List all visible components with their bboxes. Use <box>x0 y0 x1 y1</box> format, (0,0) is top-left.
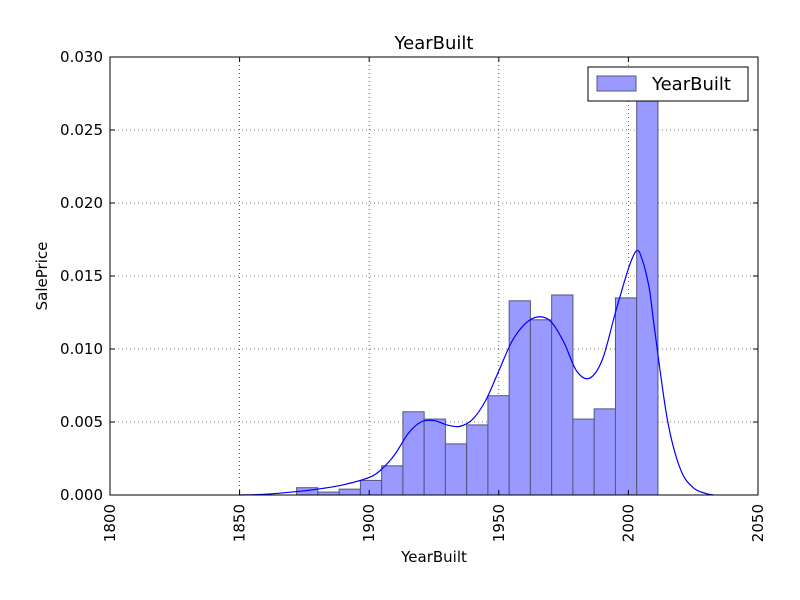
histogram-bar <box>529 319 553 496</box>
chart-title: YearBuilt <box>394 33 474 54</box>
histogram-bar <box>466 424 489 496</box>
histogram-bar <box>359 479 383 496</box>
x-tick-label: 1800 <box>101 504 119 542</box>
x-axis-label: YearBuilt <box>400 548 467 566</box>
x-tick-label: 2050 <box>749 504 767 542</box>
histogram-bar <box>381 465 404 496</box>
histogram-bar <box>572 418 595 496</box>
legend: YearBuilt <box>587 66 749 102</box>
histogram-bar <box>338 488 361 496</box>
x-tick-label: 1900 <box>360 504 378 542</box>
y-tick-label: 0.025 <box>60 121 103 139</box>
kde-curve <box>239 249 715 496</box>
y-tick-label: 0.015 <box>60 267 103 285</box>
x-tick-label: 1950 <box>490 504 508 542</box>
x-tick-label: 2000 <box>619 504 637 542</box>
y-tick-label: 0.005 <box>60 413 103 431</box>
legend-swatch <box>596 75 637 92</box>
histogram-bar <box>423 418 446 496</box>
y-tick-label: 0.000 <box>60 486 103 504</box>
histogram-bar <box>444 443 468 496</box>
histogram-bar <box>551 294 574 496</box>
histogram-bar <box>402 411 425 496</box>
histogram-bars <box>296 98 659 496</box>
histogram-bar <box>614 297 638 496</box>
legend-label: YearBuilt <box>651 74 731 95</box>
histogram-bar <box>593 408 616 496</box>
axis-ticks: 1800 1850 1900 1950 2000 2050 0.000 0.005 0.010 0… <box>60 48 767 542</box>
y-tick-label: 0.030 <box>60 48 103 66</box>
y-tick-label: 0.020 <box>60 194 103 212</box>
kde-curve-layer <box>239 249 715 496</box>
y-tick-label: 0.010 <box>60 340 103 358</box>
histogram-bar <box>487 395 510 496</box>
x-tick-label: 1850 <box>231 504 249 542</box>
y-axis-label: SalePrice <box>33 242 51 311</box>
histogram-bar <box>636 98 659 496</box>
